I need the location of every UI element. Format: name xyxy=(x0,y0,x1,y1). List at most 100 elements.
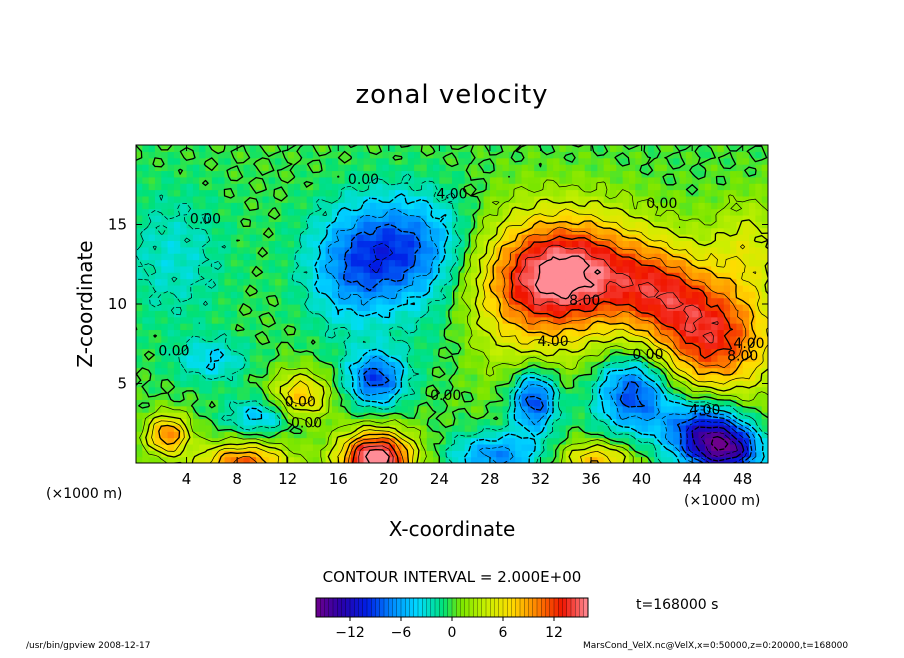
field-cell xyxy=(723,208,731,216)
field-cell xyxy=(711,399,719,407)
field-cell xyxy=(546,354,554,362)
field-cell xyxy=(673,227,681,235)
field-cell xyxy=(382,310,390,318)
field-cell xyxy=(553,329,561,337)
field-cell xyxy=(464,431,472,439)
field-cell xyxy=(407,170,415,178)
field-cell xyxy=(192,202,200,210)
field-cell xyxy=(685,189,693,197)
field-cell xyxy=(395,405,403,413)
field-cell xyxy=(679,316,687,324)
field-cell xyxy=(376,157,384,165)
field-cell xyxy=(723,367,731,375)
field-cell xyxy=(666,265,674,273)
field-cell xyxy=(730,335,737,343)
field-cell xyxy=(508,272,516,280)
field-cell xyxy=(142,297,150,305)
field-cell xyxy=(723,431,731,439)
field-cell xyxy=(331,227,339,235)
field-cell xyxy=(192,361,200,369)
field-cell xyxy=(173,297,181,305)
field-cell xyxy=(489,399,497,407)
field-cell xyxy=(281,214,289,222)
field-cell xyxy=(344,265,352,273)
field-cell xyxy=(407,145,415,152)
field-cell xyxy=(369,354,377,362)
field-cell xyxy=(698,195,706,203)
field-cell xyxy=(736,157,744,165)
field-cell xyxy=(489,227,497,235)
field-cell xyxy=(508,234,516,241)
field-cell xyxy=(414,151,421,159)
field-cell xyxy=(439,386,447,394)
field-cell xyxy=(515,348,523,356)
field-cell xyxy=(275,253,282,261)
field-cell xyxy=(477,208,485,216)
field-cell xyxy=(154,393,162,400)
field-cell xyxy=(281,278,289,286)
field-cell xyxy=(154,164,162,172)
field-cell xyxy=(641,221,649,229)
field-cell xyxy=(692,208,700,216)
field-cell xyxy=(275,157,282,165)
field-cell xyxy=(312,304,320,311)
field-cell xyxy=(211,284,219,292)
field-cell xyxy=(458,164,466,172)
field-cell xyxy=(622,380,630,388)
field-cell xyxy=(527,176,535,184)
field-cell xyxy=(338,304,346,311)
field-cell xyxy=(230,259,238,267)
field-cell xyxy=(218,329,226,337)
field-cell xyxy=(300,265,308,273)
field-cell xyxy=(730,342,737,350)
field-cell xyxy=(622,354,630,362)
field-cell xyxy=(553,240,561,248)
field-cell xyxy=(249,342,257,350)
field-cell xyxy=(553,450,561,458)
field-cell xyxy=(635,405,643,413)
field-cell xyxy=(477,234,485,241)
field-cell xyxy=(553,227,561,235)
field-cell xyxy=(249,221,257,229)
field-cell xyxy=(414,386,421,394)
field-cell xyxy=(401,329,409,337)
field-cell xyxy=(458,412,466,420)
field-cell xyxy=(483,310,491,318)
field-cell xyxy=(192,297,200,305)
field-cell xyxy=(527,399,535,407)
field-cell xyxy=(287,316,295,324)
field-cell xyxy=(654,202,662,210)
field-cell xyxy=(679,361,687,369)
field-cell xyxy=(685,456,693,463)
field-cell xyxy=(414,431,421,439)
field-cell xyxy=(401,164,409,172)
field-cell xyxy=(281,431,289,439)
field-cell xyxy=(230,170,238,178)
field-cell xyxy=(742,265,750,273)
field-cell xyxy=(559,214,567,222)
field-cell xyxy=(439,246,447,254)
field-cell xyxy=(464,342,472,350)
field-cell xyxy=(243,265,251,273)
field-cell xyxy=(186,278,194,286)
field-cell xyxy=(553,195,561,203)
field-cell xyxy=(654,348,662,356)
field-cell xyxy=(666,183,674,191)
field-cell xyxy=(363,157,371,165)
field-cell xyxy=(565,195,573,203)
field-cell xyxy=(294,456,301,463)
field-cell xyxy=(439,431,447,439)
field-cell xyxy=(445,240,453,248)
field-cell xyxy=(483,297,491,305)
field-cell xyxy=(319,240,327,248)
field-cell xyxy=(723,373,731,381)
field-cell xyxy=(527,208,535,216)
field-cell xyxy=(692,399,700,407)
field-cell xyxy=(426,164,434,172)
field-cell xyxy=(414,208,421,216)
field-cell xyxy=(186,297,194,305)
field-cell xyxy=(698,291,706,299)
field-cell xyxy=(331,272,339,280)
field-cell xyxy=(199,253,207,261)
